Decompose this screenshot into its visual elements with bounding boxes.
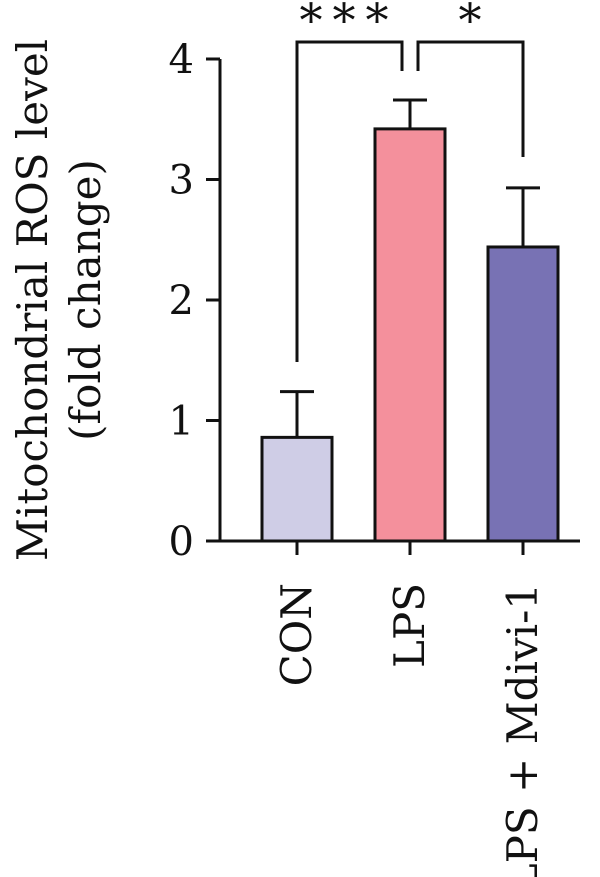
bar-con — [260, 435, 334, 543]
y-axis-label-line-2: (fold change) — [61, 159, 110, 441]
y-tick-label: 0 — [169, 519, 194, 565]
y-tick-label: 3 — [169, 158, 194, 204]
bar-lps-mdivi-1 — [486, 245, 560, 543]
y-tick-label: 1 — [169, 399, 194, 445]
significance-label: * — [459, 0, 482, 47]
significance-label: *** — [300, 0, 399, 47]
y-axis-label-line-1: Mitochondrial ROS level — [8, 39, 57, 561]
x-tick-label: LPS — [385, 583, 434, 668]
significance-bracket — [416, 40, 525, 157]
y-tick-label: 4 — [169, 37, 194, 83]
bar-lps — [373, 127, 447, 543]
significance-bracket — [295, 40, 404, 362]
x-tick-label: CON — [272, 583, 321, 686]
y-tick-label: 2 — [169, 278, 194, 324]
x-tick-label: LPS + Mdivi-1 — [498, 583, 547, 877]
y-axis-label: Mitochondrial ROS level (fold change) — [8, 39, 110, 561]
